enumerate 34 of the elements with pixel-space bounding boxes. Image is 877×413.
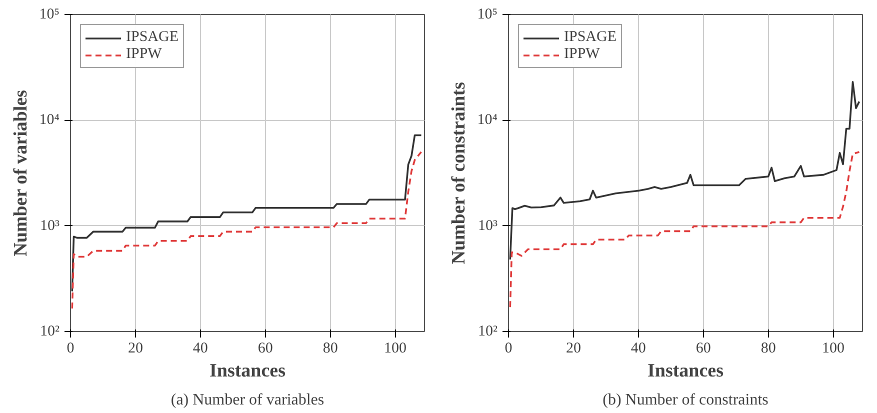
x-tick-label: 60	[258, 340, 273, 356]
x-tick-label: 0	[504, 340, 512, 356]
x-axis-title: Instances	[647, 360, 724, 382]
y-tick-label: 10³	[478, 218, 498, 234]
x-tick-label: 0	[66, 340, 74, 356]
line-series	[71, 134, 422, 292]
y-tick-label: 10⁵	[477, 6, 498, 22]
legend-label: IPSAGE	[126, 29, 179, 46]
text: (b) Number of constraints	[602, 392, 768, 408]
y-tick-label: 10³	[40, 218, 60, 234]
x-tick-label: 40	[192, 340, 208, 356]
x-tick-label: 20	[128, 340, 143, 356]
line-series	[509, 151, 860, 308]
text: (a) Number of variables	[170, 392, 324, 408]
x-axis-title: Instances	[209, 360, 286, 382]
y-axis-title: Number of variables	[10, 90, 32, 256]
x-tick-label: 80	[322, 340, 338, 356]
y-tick-label: 10²	[478, 324, 498, 340]
x-tick-label: 80	[760, 340, 776, 356]
x-tick-label: 60	[696, 340, 711, 356]
line-series	[509, 81, 860, 260]
line-series	[71, 151, 422, 310]
x-tick-label: 100	[822, 340, 845, 356]
x-tick-label: 40	[630, 340, 646, 356]
y-axis-title: Number of constraints	[448, 82, 470, 264]
legend-label: IPPW	[126, 46, 162, 63]
y-tick-label: 10⁴	[477, 112, 498, 128]
y-tick-label: 10²	[40, 324, 60, 340]
x-tick-label: 20	[566, 340, 581, 356]
y-tick-label: 10⁴	[39, 112, 60, 128]
legend-label: IPSAGE	[564, 29, 617, 46]
y-tick-label: 10⁵	[39, 6, 60, 22]
x-tick-label: 100	[384, 340, 407, 356]
legend-label: IPPW	[564, 46, 600, 63]
